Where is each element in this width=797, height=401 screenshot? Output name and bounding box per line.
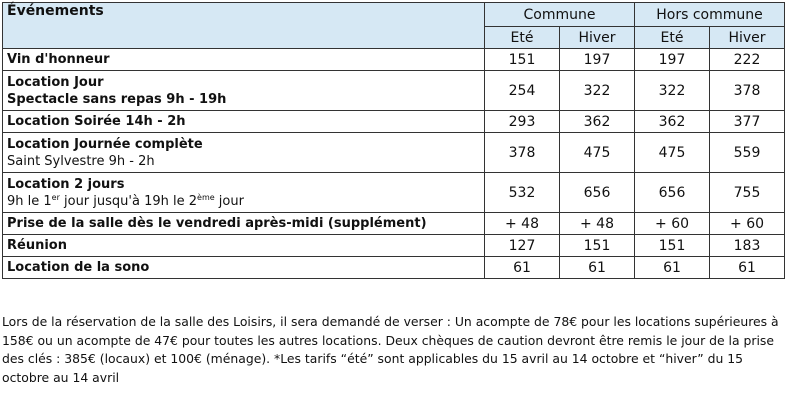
cell-commune-hiver: 151 — [558, 234, 636, 257]
table-row: Location 2 jours 9h le 1er jour jusqu'à … — [2, 172, 786, 213]
cell-commune-hiver: 656 — [558, 172, 636, 213]
superscript: ème — [197, 192, 215, 202]
row-label: Location Journée complète Saint Sylvestr… — [2, 132, 485, 173]
cell-commune-ete: + 48 — [484, 212, 560, 235]
cell-hors-commune-ete: 362 — [634, 110, 711, 133]
hors-commune-group-header: Hors commune — [634, 2, 786, 27]
row-label: Prise de la salle dès le vendredi après-… — [2, 212, 485, 235]
cell-hors-commune-ete: 151 — [634, 234, 711, 257]
table-row: Location Jour Spectacle sans repas 9h - … — [2, 70, 786, 111]
row-title: Location Jour — [7, 74, 104, 90]
row-title: Location de la sono — [7, 260, 150, 275]
cell-commune-ete: 532 — [484, 172, 560, 213]
cell-hors-commune-ete: 197 — [634, 48, 711, 71]
row-subtitle: Saint Sylvestre 9h - 2h — [7, 153, 155, 169]
table-row: Location de la sono 61 61 61 61 — [2, 256, 786, 279]
cell-commune-ete: 127 — [484, 234, 560, 257]
header-row-groups: Événements Commune Hors commune — [2, 2, 786, 49]
reservation-note: Lors de la réservation de la salle des L… — [2, 314, 779, 385]
superscript: er — [51, 192, 60, 202]
cell-hors-commune-hiver: 559 — [709, 132, 786, 173]
row-subtitle: 9h le 1er jour jusqu'à 19h le 2ème jour — [7, 193, 484, 210]
cell-commune-ete: 151 — [484, 48, 560, 71]
cell-hors-commune-hiver: 61 — [709, 256, 786, 279]
row-label: Location Soirée 14h - 2h — [2, 110, 485, 133]
row-subtitle: Spectacle sans repas 9h - 19h — [7, 91, 227, 107]
cell-commune-hiver: 197 — [558, 48, 636, 71]
subtitle-part: jour — [214, 193, 244, 209]
cell-hors-commune-ete: + 60 — [634, 212, 711, 235]
cell-commune-hiver: + 48 — [558, 212, 636, 235]
table-row: Location Soirée 14h - 2h 293 362 362 377 — [2, 110, 786, 133]
header-row-seasons: Eté Hiver Eté Hiver — [3, 26, 786, 49]
cell-hors-commune-ete: 322 — [634, 70, 711, 111]
row-title: Prise de la salle dès le vendredi après-… — [7, 216, 427, 231]
table-row: Réunion 127 151 151 183 — [2, 234, 786, 257]
row-title: Réunion — [7, 238, 67, 253]
cell-commune-ete: 378 — [484, 132, 560, 173]
table-row: Location Journée complète Saint Sylvestr… — [2, 132, 786, 173]
cell-hors-commune-hiver: 377 — [709, 110, 786, 133]
cell-commune-hiver: 322 — [558, 70, 636, 111]
cell-commune-hiver: 475 — [558, 132, 636, 173]
table-row: Prise de la salle dès le vendredi après-… — [2, 212, 786, 235]
row-title: Location Soirée 14h - 2h — [7, 114, 186, 129]
cell-hors-commune-ete: 475 — [634, 132, 711, 173]
table-row: Vin d'honneur 151 197 197 222 — [2, 48, 786, 71]
events-column-header: Événements — [2, 2, 485, 49]
cell-commune-ete: 61 — [484, 256, 560, 279]
cell-commune-ete: 254 — [484, 70, 560, 111]
cell-commune-hiver: 362 — [558, 110, 636, 133]
row-label: Réunion — [2, 234, 485, 257]
hors-commune-hiver-header: Hiver — [709, 26, 786, 49]
row-title: Vin d'honneur — [7, 52, 110, 67]
cell-hors-commune-hiver: 222 — [709, 48, 786, 71]
row-label: Vin d'honneur — [2, 48, 485, 71]
row-title: Location Journée complète — [7, 136, 203, 152]
subtitle-part: jour jusqu'à 19h le 2 — [59, 193, 198, 209]
commune-group-header: Commune — [483, 2, 636, 27]
row-title: Location 2 jours — [7, 176, 125, 192]
row-label: Location 2 jours 9h le 1er jour jusqu'à … — [2, 172, 485, 213]
hors-commune-ete-header: Eté — [634, 26, 711, 49]
row-label: Location Jour Spectacle sans repas 9h - … — [2, 70, 485, 111]
cell-commune-hiver: 61 — [558, 256, 636, 279]
pricing-table: Événements Commune Hors commune Eté Hive… — [2, 2, 786, 279]
cell-hors-commune-ete: 61 — [634, 256, 711, 279]
cell-commune-ete: 293 — [484, 110, 560, 133]
cell-hors-commune-hiver: 183 — [709, 234, 786, 257]
row-label: Location de la sono — [2, 256, 485, 279]
subtitle-part: 9h le 1 — [7, 193, 52, 209]
commune-hiver-header: Hiver — [558, 26, 636, 49]
commune-ete-header: Eté — [484, 26, 560, 49]
cell-hors-commune-ete: 656 — [634, 172, 711, 213]
cell-hors-commune-hiver: + 60 — [709, 212, 786, 235]
cell-hors-commune-hiver: 755 — [709, 172, 786, 213]
cell-hors-commune-hiver: 378 — [709, 70, 786, 111]
